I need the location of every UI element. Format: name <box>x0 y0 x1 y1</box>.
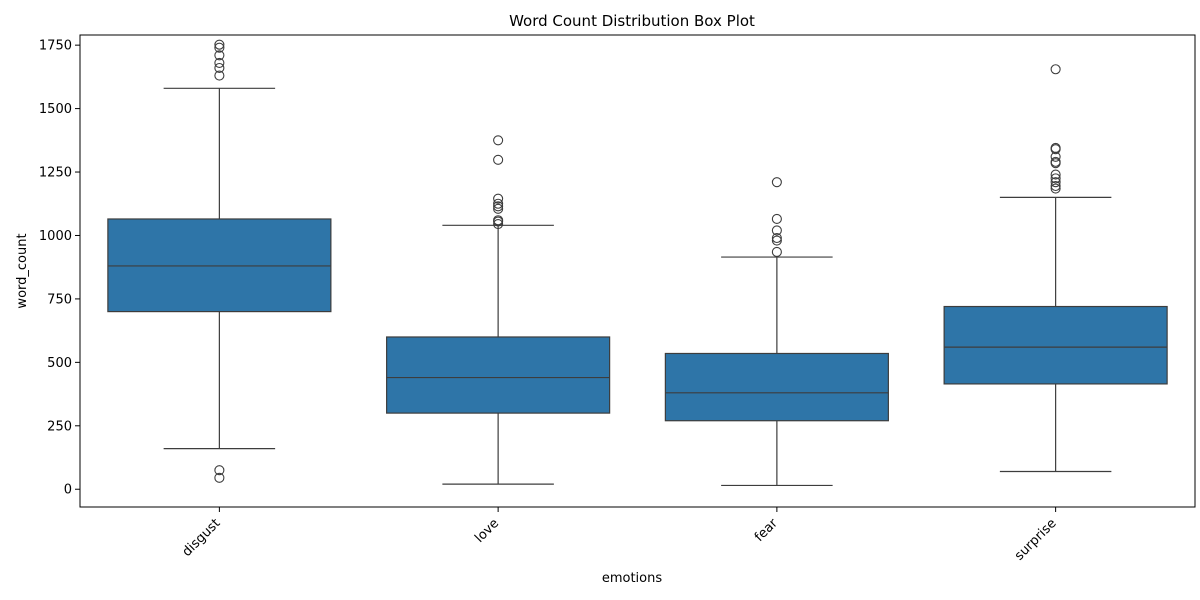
outlier-point <box>214 57 225 68</box>
outlier-point <box>771 225 782 236</box>
x-axis: disgust love fear surprise <box>180 507 1060 564</box>
y-tick-label: 0 <box>64 483 72 498</box>
box-group-disgust <box>107 39 332 483</box>
y-axis: 0 250 500 750 1000 1250 1500 1750 <box>39 39 80 498</box>
outlier-point <box>1050 183 1061 194</box>
y-tick-label: 1750 <box>39 39 72 54</box>
iqr-box <box>943 305 1168 385</box>
outlier-point <box>771 246 782 258</box>
outlier-point <box>493 154 504 165</box>
box-group-surprise <box>943 64 1168 473</box>
outlier-point <box>493 201 504 212</box>
outlier-point <box>214 62 225 74</box>
x-tick-label: disgust <box>180 516 224 560</box>
outlier-point <box>1050 169 1061 180</box>
iqr-box <box>107 218 332 313</box>
outlier-point <box>493 198 504 209</box>
outlier-point <box>1050 64 1061 75</box>
iqr-box <box>664 352 889 422</box>
outlier-point <box>214 465 225 476</box>
outlier-point <box>493 219 504 230</box>
outlier-point <box>771 177 782 188</box>
x-tick-label: love <box>472 516 502 546</box>
outlier-point <box>1050 173 1061 184</box>
outlier-point <box>1050 156 1061 167</box>
outlier-point <box>771 213 782 225</box>
outlier-point <box>1050 142 1061 153</box>
y-tick-label: 1250 <box>39 166 72 181</box>
y-tick-label: 500 <box>47 356 72 371</box>
outlier-point <box>771 235 782 246</box>
outlier-point <box>214 70 225 81</box>
chart-title: Word Count Distribution Box Plot <box>509 12 755 30</box>
outlier-point <box>214 39 225 50</box>
outlier-point <box>1050 180 1061 192</box>
outlier-point <box>1050 177 1061 188</box>
outlier-point <box>493 193 504 204</box>
y-axis-label: word_count <box>15 233 30 308</box>
outlier-point <box>493 135 504 146</box>
outlier-point <box>493 215 504 226</box>
y-tick-label: 1000 <box>39 229 72 244</box>
outlier-point <box>771 232 782 244</box>
x-axis-label: emotions <box>602 571 663 586</box>
y-tick-label: 1500 <box>39 102 72 117</box>
outlier-point <box>214 472 225 483</box>
x-tick-label: surprise <box>1012 516 1060 564</box>
outlier-point <box>214 50 225 61</box>
x-tick-label: fear <box>752 516 781 545</box>
iqr-box <box>386 336 611 414</box>
outlier-point <box>493 203 504 214</box>
outlier-point <box>214 42 225 53</box>
y-tick-label: 250 <box>47 419 72 434</box>
box-group-fear <box>664 177 889 487</box>
axes-frame <box>79 34 1196 508</box>
box-group-love <box>386 135 611 485</box>
y-tick-label: 750 <box>47 292 72 307</box>
plot-area <box>107 39 1168 487</box>
